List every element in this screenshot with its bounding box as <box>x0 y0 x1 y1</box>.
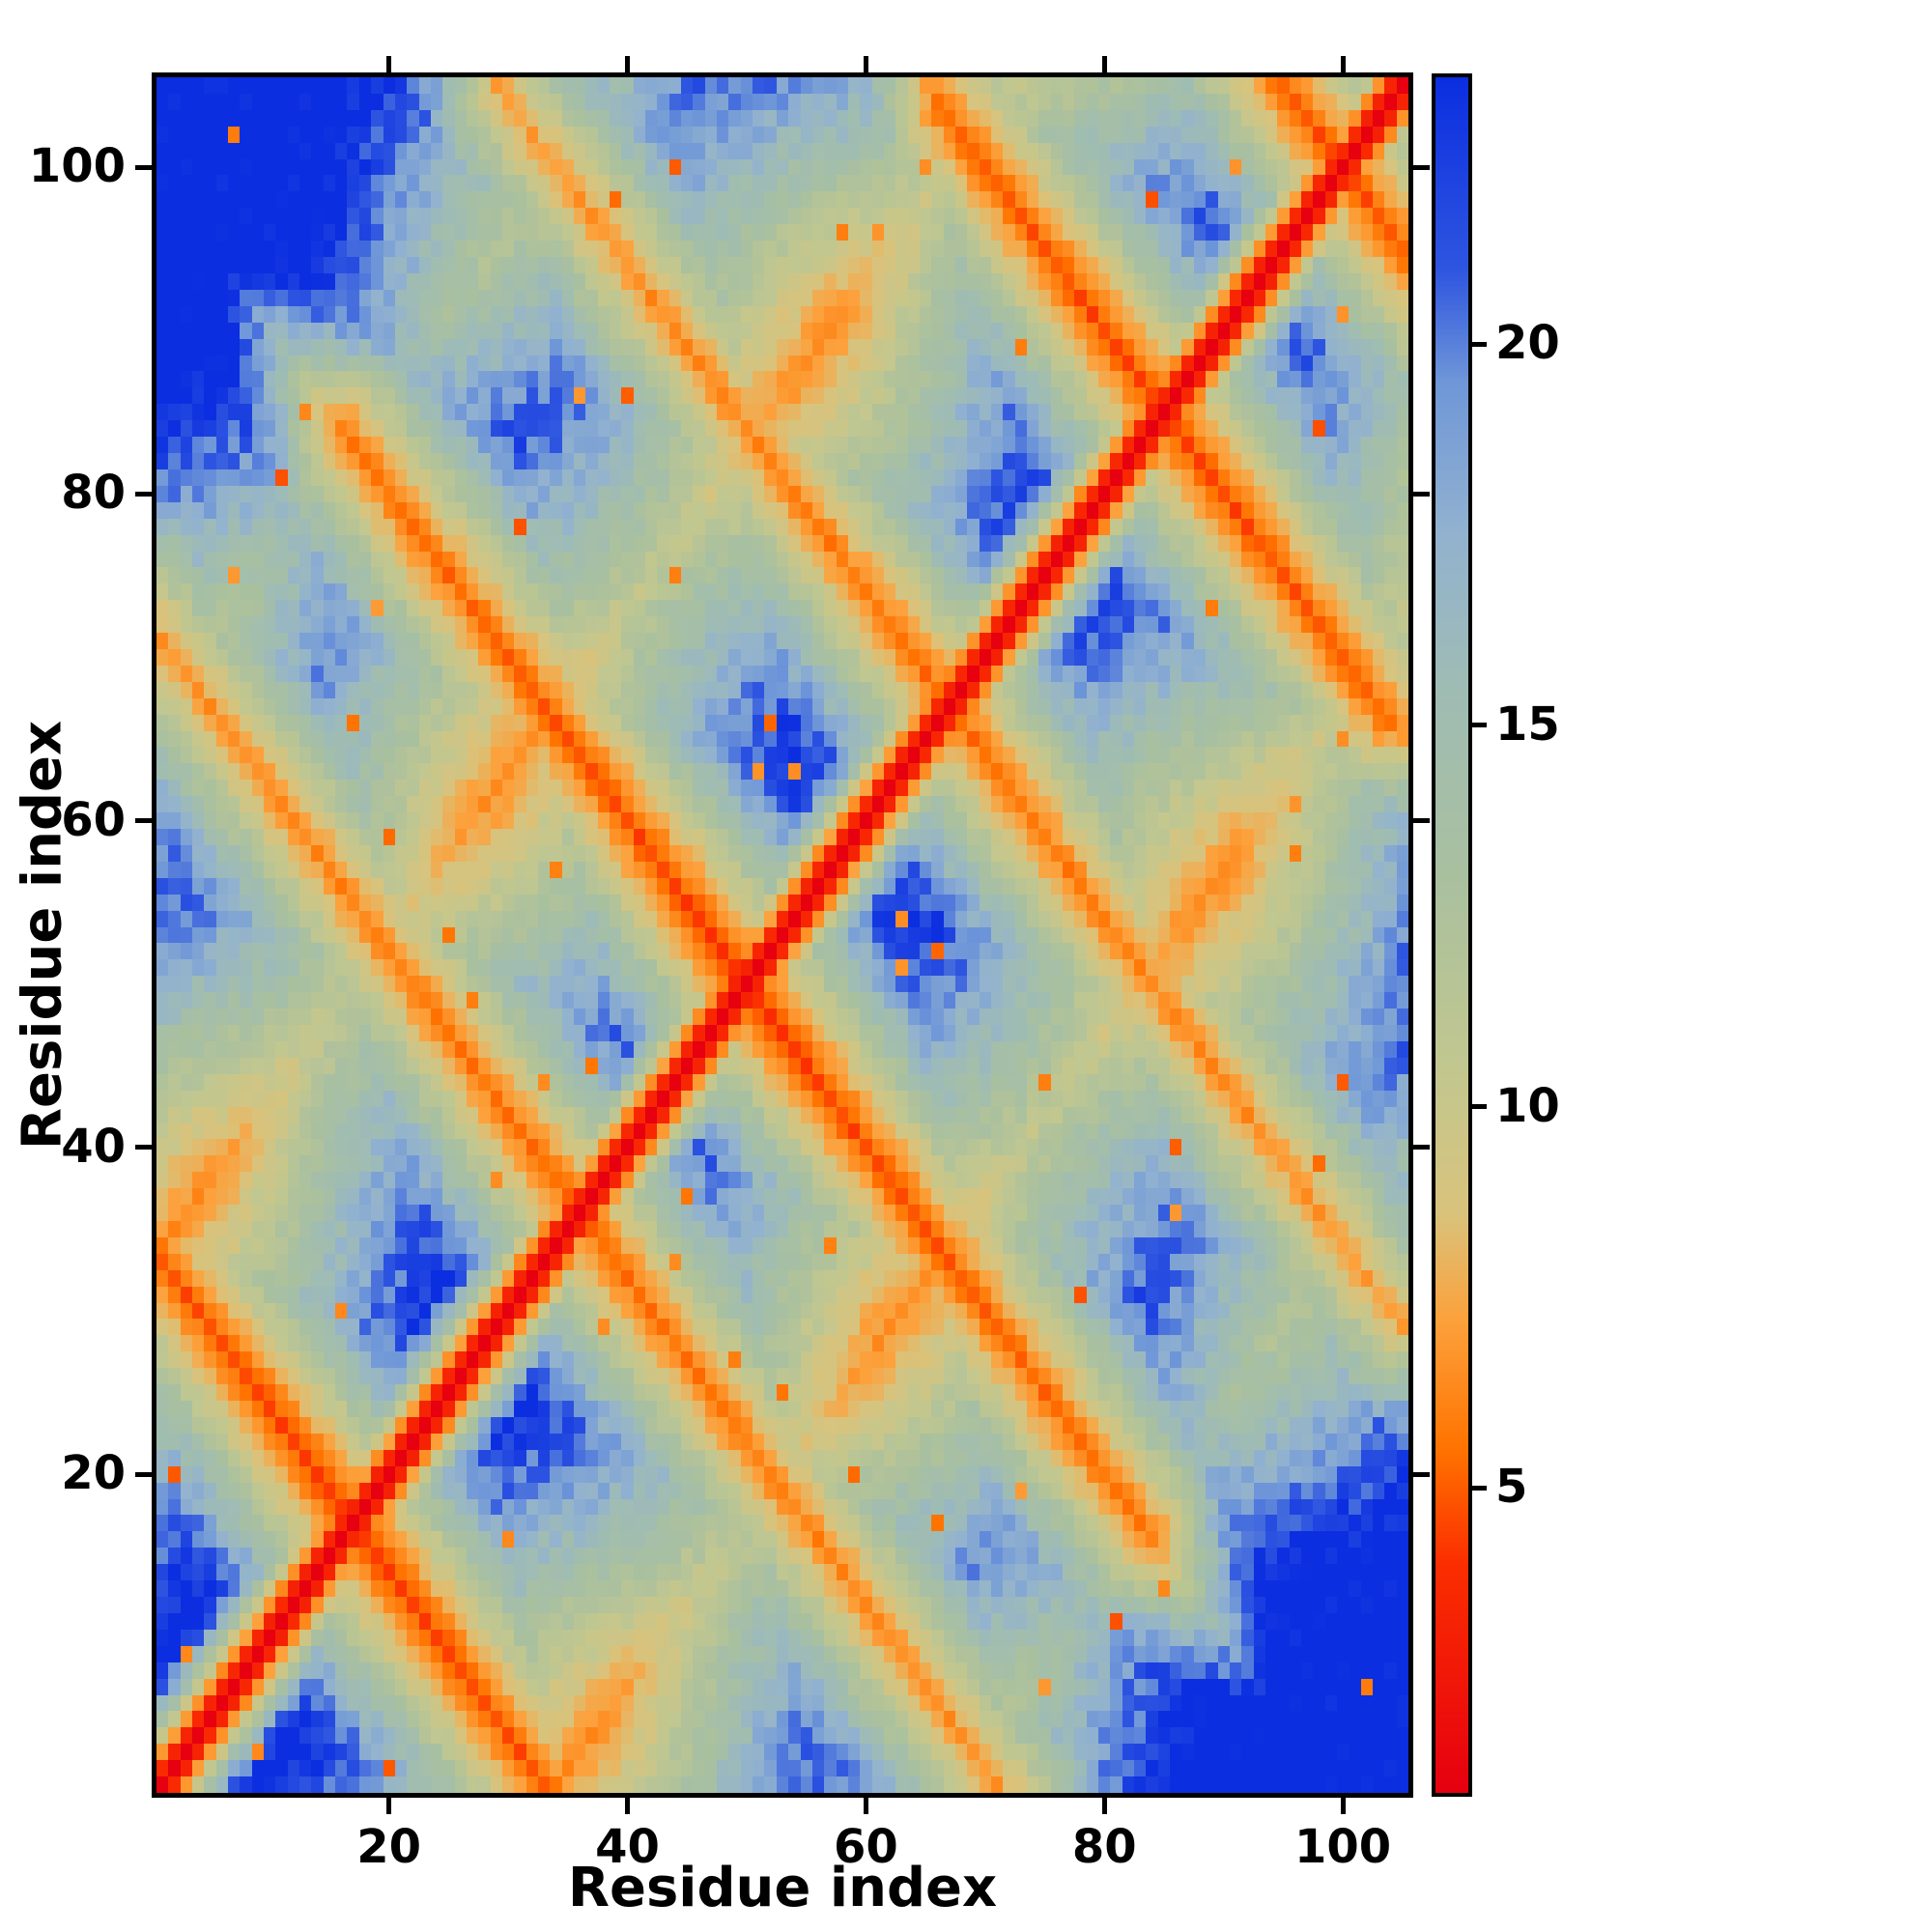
y-tick-mark <box>135 818 152 824</box>
colorbar-tick-label: 20 <box>1495 316 1560 371</box>
x-tick-label: 20 <box>356 1820 422 1874</box>
heatmap-canvas <box>156 77 1408 1793</box>
x-tick-mark-top <box>1101 56 1107 72</box>
y-tick-mark-right <box>1413 164 1430 170</box>
y-tick-mark <box>135 1471 152 1477</box>
x-tick-mark-top <box>625 56 631 72</box>
y-axis-title: Residue index <box>11 720 74 1151</box>
x-tick-label: 80 <box>1071 1820 1137 1874</box>
colorbar-tick-label: 5 <box>1495 1460 1528 1515</box>
x-tick-mark-top <box>386 56 392 72</box>
colorbar-tick-label: 15 <box>1495 696 1560 752</box>
x-tick-mark-top <box>863 56 868 72</box>
x-tick-mark <box>1340 1798 1346 1814</box>
colorbar-tick-label: 10 <box>1495 1078 1560 1133</box>
x-tick-label: 40 <box>595 1820 660 1874</box>
colorbar-tick-mark <box>1472 1485 1487 1491</box>
y-tick-label: 20 <box>61 1446 126 1501</box>
y-tick-mark <box>135 164 152 170</box>
x-tick-mark <box>863 1798 868 1814</box>
y-tick-mark <box>135 491 152 497</box>
y-tick-mark-right <box>1413 1471 1430 1477</box>
colorbar-tick-mark <box>1472 341 1487 347</box>
x-tick-mark <box>625 1798 631 1814</box>
heatmap-plot <box>152 72 1413 1798</box>
x-tick-mark <box>386 1798 392 1814</box>
colorbar-tick-mark <box>1472 723 1487 728</box>
x-tick-label: 100 <box>1294 1820 1392 1874</box>
x-tick-mark-top <box>1340 56 1346 72</box>
y-tick-label: 60 <box>61 792 126 847</box>
colorbar <box>1432 73 1472 1797</box>
x-axis-title: Residue index <box>567 1857 998 1919</box>
y-tick-mark-right <box>1413 1145 1430 1151</box>
colorbar-canvas <box>1435 77 1468 1793</box>
y-tick-label: 100 <box>28 139 126 194</box>
y-tick-mark-right <box>1413 818 1430 824</box>
y-tick-mark-right <box>1413 491 1430 497</box>
x-tick-mark <box>1101 1798 1107 1814</box>
colorbar-tick-mark <box>1472 1104 1487 1110</box>
y-tick-mark <box>135 1145 152 1151</box>
y-tick-label: 40 <box>61 1119 126 1174</box>
x-tick-label: 60 <box>833 1820 898 1874</box>
y-tick-label: 80 <box>61 466 126 521</box>
